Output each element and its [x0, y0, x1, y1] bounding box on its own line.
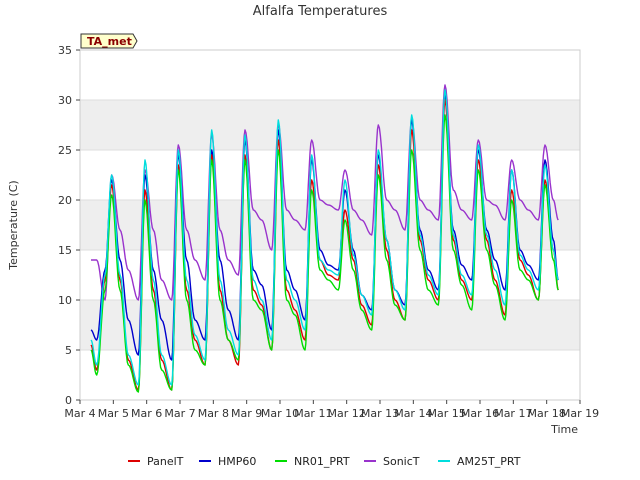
x-tick-label: Mar 8: [198, 407, 229, 420]
x-tick-label: Mar 5: [98, 407, 129, 420]
x-tick-label: Mar 13: [361, 407, 399, 420]
legend-label: AM25T_PRT: [457, 455, 521, 468]
y-tick-label: 15: [58, 244, 72, 257]
legend-label: HMP60: [218, 455, 256, 468]
chart-title: Alfalfa Temperatures: [253, 4, 388, 19]
y-tick-label: 20: [58, 194, 72, 207]
badge: TA_met: [80, 33, 138, 49]
y-axis-ticks: 0 5 10 15 20 25 30 35: [58, 44, 80, 407]
x-tick-label: Mar 16: [461, 407, 499, 420]
x-tick-label: Mar 10: [261, 407, 299, 420]
series-line-SonicT: [91, 84, 559, 301]
y-tick-label: 35: [58, 44, 72, 57]
plot-frame: [79, 49, 581, 401]
x-tick-label: Mar 12: [328, 407, 366, 420]
x-tick-label: Mar 17: [494, 407, 532, 420]
legend-item: NR01_PRT: [275, 455, 350, 468]
series-layer: [90, 84, 559, 393]
x-tick-label: Mar 7: [164, 407, 195, 420]
legend-item: AM25T_PRT: [438, 455, 521, 468]
band: [80, 100, 580, 150]
band: [80, 200, 580, 250]
y-tick-label: 5: [65, 344, 72, 357]
legend-label: PanelT: [147, 455, 184, 468]
y-tick-label: 10: [58, 294, 72, 307]
x-tick-label: Mar 15: [428, 407, 466, 420]
x-tick-label: Mar 11: [294, 407, 332, 420]
x-tick-label: Mar 14: [394, 407, 432, 420]
y-tick-label: 0: [65, 394, 72, 407]
legend-item: PanelT: [128, 455, 184, 468]
legend-item: HMP60: [199, 455, 256, 468]
series-line-AM25T_PRT: [90, 89, 559, 386]
x-tick-label: Mar 18: [528, 407, 566, 420]
legend-label: NR01_PRT: [294, 455, 350, 468]
legend-label: SonicT: [383, 455, 420, 468]
series-line-NR01_PRT: [90, 114, 559, 393]
x-axis-label: Time: [550, 423, 578, 436]
legend: PanelT HMP60 NR01_PRT SonicT AM25T_PRT: [128, 455, 521, 468]
y-axis-label: Temperature (C): [7, 180, 20, 270]
y-tick-label: 30: [58, 94, 72, 107]
y-tick-label: 25: [58, 144, 72, 157]
x-tick-label: Mar 9: [231, 407, 262, 420]
x-tick-label: Mar 6: [131, 407, 162, 420]
legend-item: SonicT: [364, 455, 420, 468]
badge-label: TA_met: [87, 35, 132, 48]
x-tick-label: Mar 4: [64, 407, 95, 420]
x-tick-label: Mar 19: [561, 407, 599, 420]
background-bands: [80, 100, 580, 350]
